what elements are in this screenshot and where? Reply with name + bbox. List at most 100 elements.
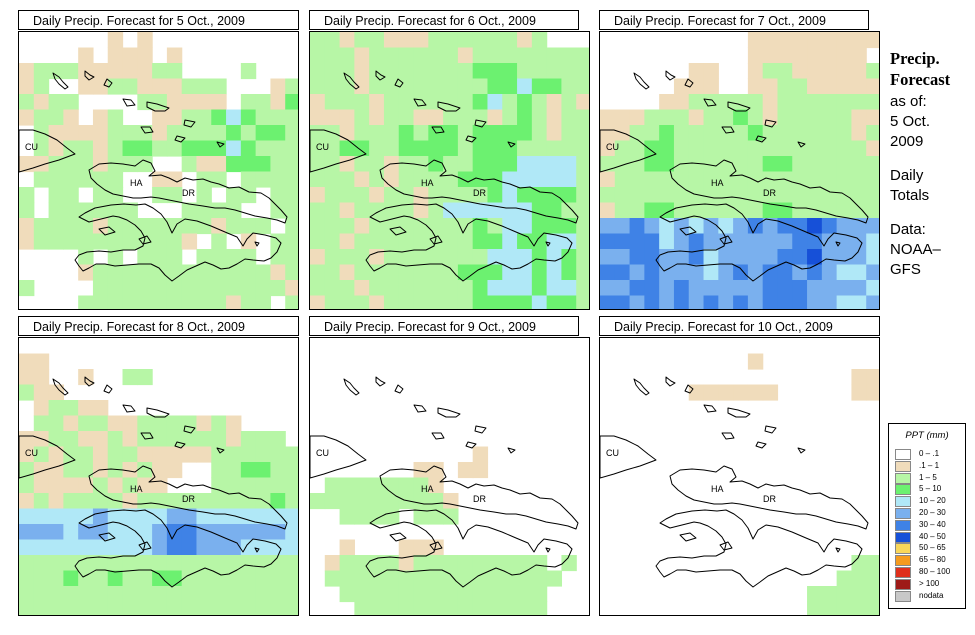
precip-cell (166, 415, 183, 432)
precip-cell (531, 218, 548, 235)
precip-cell (398, 171, 415, 188)
precip-cell (107, 280, 124, 297)
precip-cell (576, 280, 589, 297)
precip-cell (517, 570, 533, 587)
precip-cell (502, 125, 518, 142)
precip-cell (472, 280, 489, 297)
precip-cell (324, 249, 341, 266)
precip-cell (63, 586, 79, 603)
precip-cell (502, 94, 518, 111)
precip-cell (413, 187, 429, 204)
precip-cell (487, 125, 503, 142)
precip-cell (324, 47, 341, 64)
precip-cell (369, 47, 385, 64)
precip-cell (285, 249, 298, 266)
coastline (138, 541, 152, 551)
precip-cell (777, 63, 793, 80)
legend-row: .1 – 1 (895, 460, 963, 472)
precip-cell (659, 171, 675, 188)
precip-cell (703, 140, 719, 157)
coastline (679, 226, 697, 236)
precip-cell (531, 555, 548, 572)
precip-cell (310, 264, 326, 281)
precip-cell (107, 539, 124, 556)
precip-cell (63, 601, 79, 615)
precip-cell (762, 32, 779, 49)
precip-cell (369, 109, 385, 126)
precip-cell (285, 524, 298, 541)
legend-title: PPT (mm) (905, 430, 949, 441)
precip-cell (137, 156, 153, 173)
precip-cell (428, 295, 444, 309)
precip-cell (792, 187, 808, 204)
precip-cell (777, 156, 793, 173)
precip-cell (600, 125, 616, 142)
precip-cell (240, 295, 257, 309)
precip-cell (383, 218, 400, 235)
precip-cell (285, 280, 298, 297)
coastline (474, 425, 487, 434)
precip-cell (792, 32, 808, 49)
coastline (669, 159, 869, 224)
coastline (755, 135, 767, 143)
precip-cell (383, 187, 400, 204)
precip-cell (576, 249, 589, 266)
precip-cell (285, 446, 298, 463)
precip-cell (629, 187, 645, 204)
precip-cell (354, 555, 370, 572)
precip-cell (324, 280, 341, 297)
coastline (19, 129, 76, 173)
precip-cell (137, 295, 153, 309)
country-label-cuba: CU (606, 448, 619, 458)
precip-cell (152, 171, 168, 188)
precip-cell (226, 218, 242, 235)
precip-cell (107, 218, 124, 235)
precip-cell (211, 431, 227, 448)
precip-cell (762, 125, 779, 142)
precip-grid-svg: CU HA DR (600, 353, 879, 615)
precip-cell (92, 415, 109, 432)
precip-cell (152, 570, 168, 587)
precip-cell (107, 570, 124, 587)
precip-cell (255, 94, 272, 111)
precip-cell (324, 218, 341, 235)
precip-cell (688, 63, 705, 80)
precip-cell (196, 140, 212, 157)
precip-cell (107, 586, 124, 603)
precip-cell (576, 264, 589, 281)
precip-cell (19, 524, 35, 541)
precip-cell (181, 233, 198, 250)
precip-cell (413, 94, 429, 111)
precip-cell (354, 156, 370, 173)
coastline (74, 203, 282, 282)
precip-cell (561, 555, 577, 572)
precip-cell (383, 570, 400, 587)
precip-cell (821, 187, 838, 204)
precip-cell (777, 32, 793, 49)
precip-cell (398, 493, 415, 510)
precip-cell (354, 109, 370, 126)
precip-cell (196, 109, 212, 126)
precip-cell (457, 586, 474, 603)
precip-cell (137, 140, 153, 157)
precip-cell (629, 202, 645, 219)
precip-cell (629, 109, 645, 126)
precip-cell (851, 187, 867, 204)
precip-cell (398, 555, 415, 572)
precip-cell (546, 47, 563, 64)
precip-cell (211, 233, 227, 250)
precip-cell (777, 218, 793, 235)
precip-cell (688, 202, 705, 219)
precip-cell (211, 94, 227, 111)
precip-cell (78, 586, 94, 603)
precip-cell (600, 233, 616, 250)
precip-cell (122, 369, 138, 386)
precip-cell (472, 78, 489, 95)
precip-cell (33, 78, 50, 95)
precip-cell (152, 508, 168, 525)
precip-cell (576, 295, 589, 309)
coastline (375, 70, 386, 81)
precip-cell (63, 400, 79, 417)
precip-cell (137, 462, 153, 479)
precip-cell (443, 264, 459, 281)
